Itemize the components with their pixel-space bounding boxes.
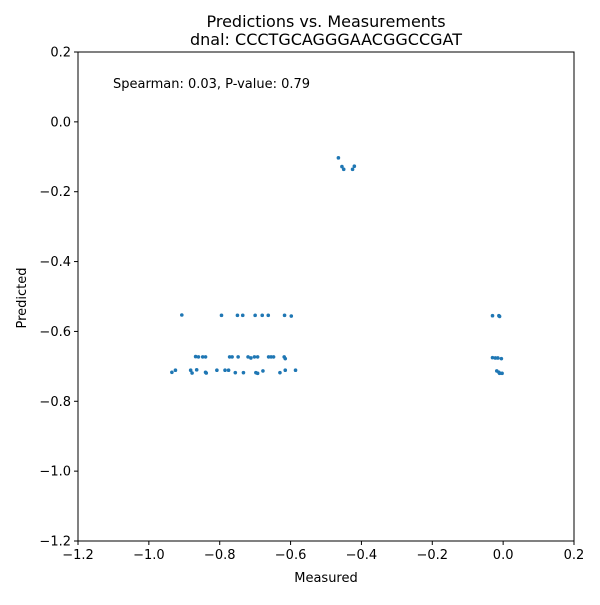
y-tick-label: 0.0 [50, 115, 71, 130]
data-point [350, 167, 355, 172]
spearman-annotation: Spearman: 0.03, P-value: 0.79 [113, 77, 310, 92]
data-point [255, 355, 260, 359]
x-tick-label: −0.4 [346, 548, 378, 563]
data-point [283, 356, 288, 361]
data-point [223, 368, 227, 373]
data-point [226, 368, 231, 373]
y-tick-label: −0.2 [39, 185, 71, 200]
y-axis-label: Predicted [15, 267, 30, 328]
data-point [200, 355, 205, 359]
data-point [196, 355, 201, 359]
y-tick-label: 0.2 [50, 46, 71, 61]
plot-frame [77, 51, 575, 542]
data-point [236, 355, 240, 359]
plot-area: −1.2 −1.0 −0.8 −0.6 −0.4 −0.2 0.0 0.2 −1.2 −1.0 −0… [39, 46, 584, 564]
data-point [500, 371, 504, 376]
x-tick-label: −0.2 [416, 548, 448, 563]
data-point [180, 313, 184, 317]
data-point [215, 368, 219, 373]
data-point [352, 164, 357, 169]
data-point [289, 314, 294, 318]
data-point [340, 164, 344, 169]
data-point [249, 356, 253, 360]
data-point [235, 313, 240, 318]
data-point [241, 370, 246, 375]
data-point [252, 355, 257, 359]
y-tick-label: −0.8 [39, 395, 71, 410]
x-tick-label: −0.6 [275, 548, 307, 563]
data-point [341, 167, 346, 172]
y-tick-label: −0.6 [39, 325, 71, 340]
data-point [240, 313, 245, 318]
data-point [266, 355, 271, 359]
y-tick-label: −1.2 [39, 535, 71, 550]
data-point [227, 355, 232, 359]
data-point [190, 371, 194, 375]
data-point [261, 369, 265, 373]
data-point [278, 370, 282, 375]
data-point [194, 368, 199, 372]
data-point [193, 354, 198, 359]
x-tick-label: −0.8 [204, 548, 236, 563]
data-point [497, 314, 502, 319]
data-point [269, 355, 273, 359]
data-point [170, 370, 174, 375]
data-point [173, 368, 178, 373]
data-point [203, 355, 208, 359]
y-tick-label: −1.0 [39, 465, 71, 480]
data-point [253, 313, 257, 318]
data-point [266, 313, 271, 318]
data-point [255, 371, 260, 376]
x-axis-label: Measured [294, 571, 358, 586]
data-point [490, 313, 495, 318]
data-point [260, 313, 265, 318]
x-tick-label: −1.2 [62, 548, 94, 563]
data-point [336, 156, 341, 160]
data-point [497, 371, 502, 376]
data-point [490, 355, 495, 360]
data-point [233, 370, 238, 375]
data-point [496, 356, 500, 360]
data-point [493, 356, 498, 360]
chart-subtitle: dnal: CCCTGCAGGGAACGGCCGAT [190, 30, 462, 49]
data-point [271, 355, 276, 359]
data-point [188, 368, 193, 373]
data-point [204, 371, 209, 375]
data-point [499, 356, 504, 361]
data-point [230, 355, 234, 359]
x-tick-label: −1.0 [133, 548, 165, 563]
data-point [282, 313, 287, 318]
data-point [246, 355, 250, 359]
data-point [219, 313, 224, 318]
data-point [283, 368, 288, 373]
data-point [293, 368, 298, 373]
y-tick-label: −0.4 [39, 255, 71, 270]
x-tick-label: 0.0 [493, 548, 514, 563]
chart-title: Predictions vs. Measurements [206, 12, 445, 31]
x-tick-label: 0.2 [564, 548, 585, 563]
